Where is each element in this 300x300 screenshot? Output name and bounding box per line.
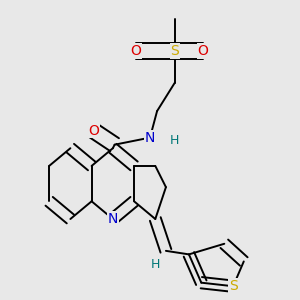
Text: H: H [170,134,179,147]
Text: S: S [170,44,179,58]
Text: N: N [145,130,155,145]
Text: O: O [198,44,208,58]
Text: O: O [88,124,99,137]
Text: S: S [229,279,238,293]
Text: N: N [108,212,118,226]
Text: O: O [130,44,141,58]
Text: H: H [151,259,160,272]
